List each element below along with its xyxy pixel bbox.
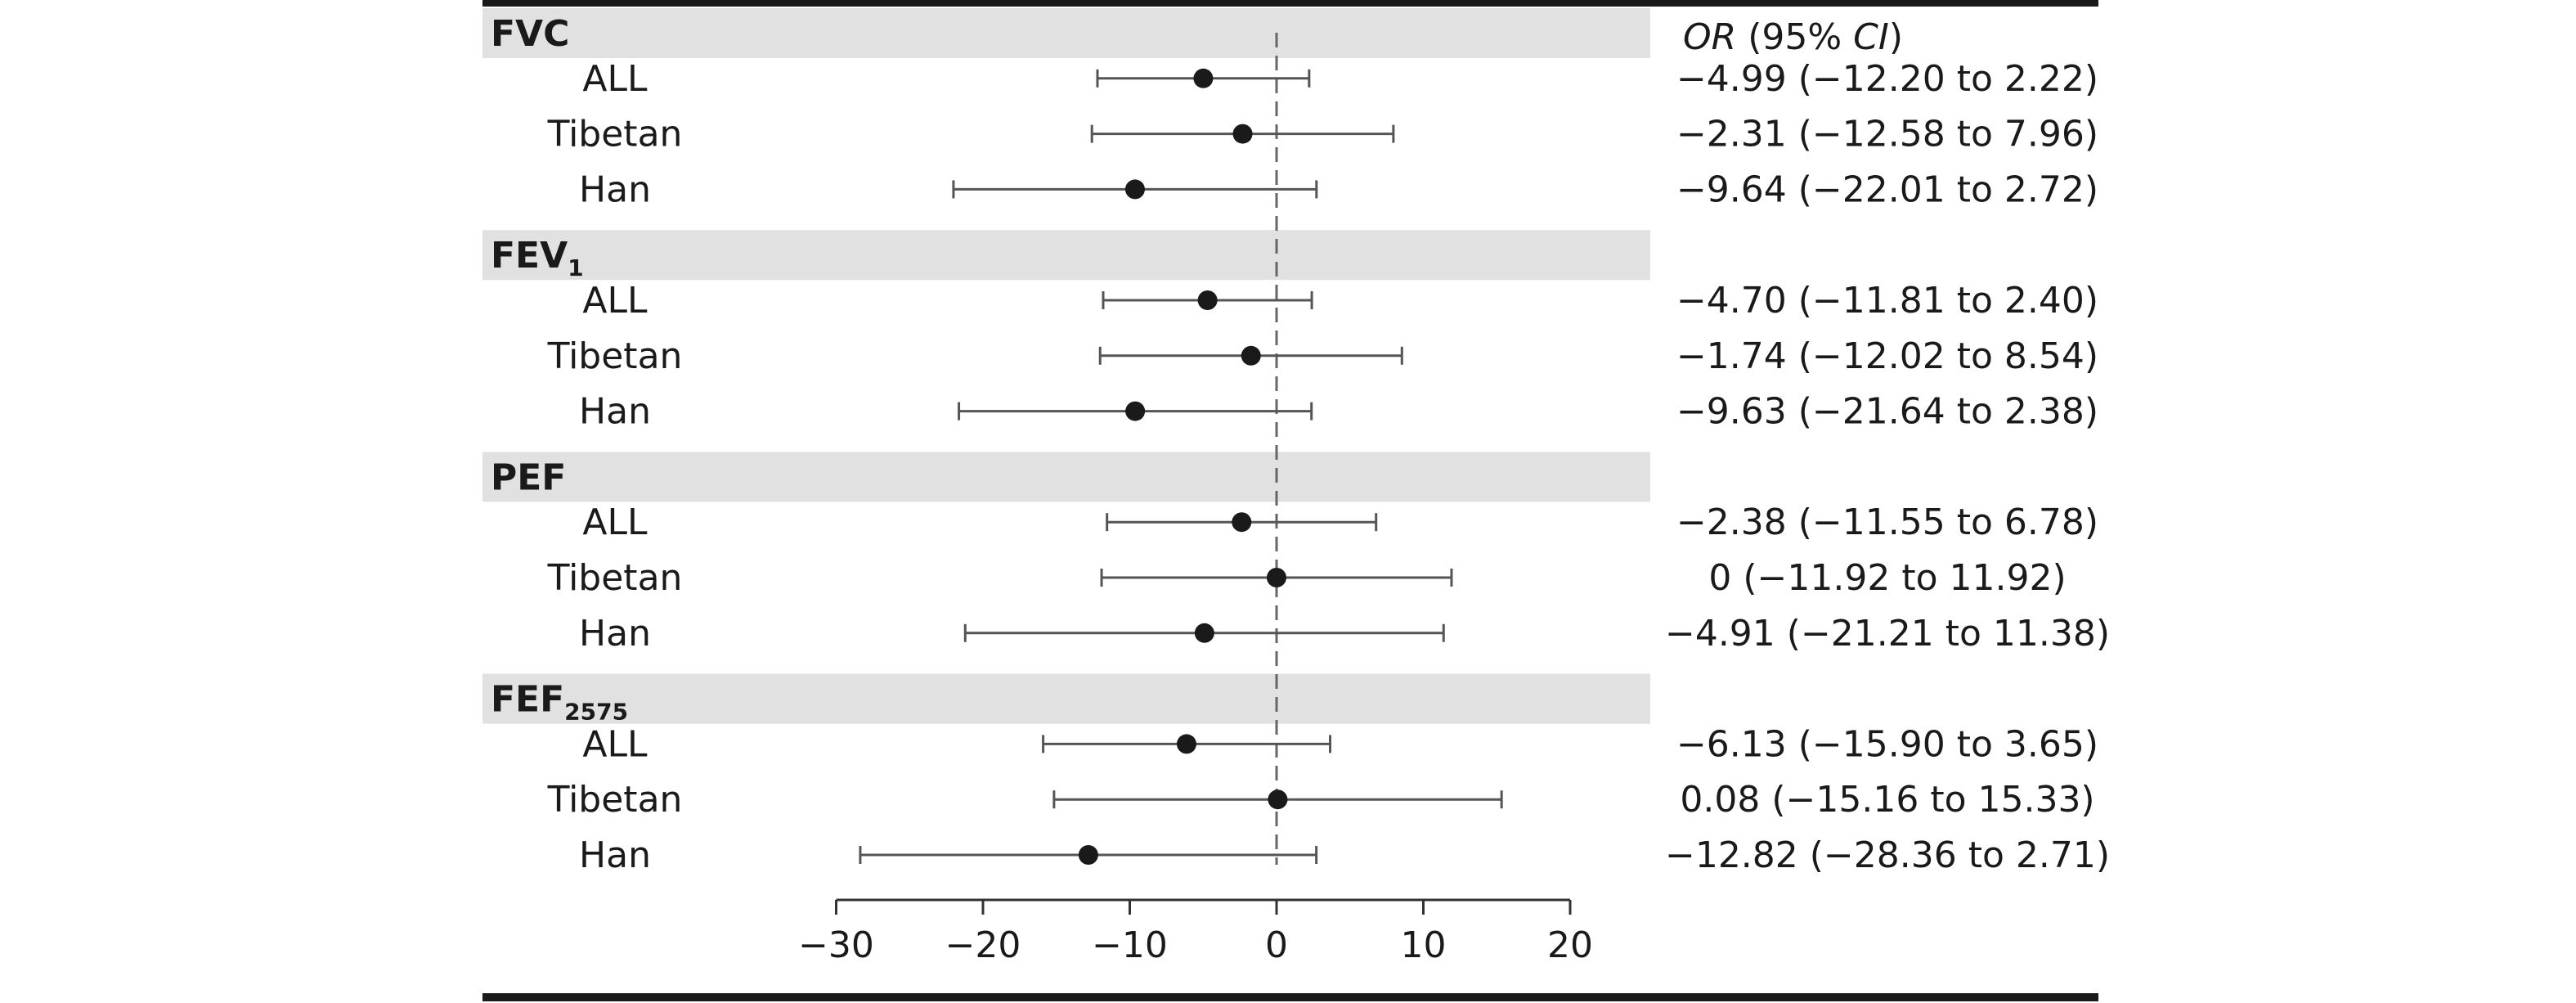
estimate-text: −4.91 (−21.21 to 11.38) — [1665, 613, 2110, 654]
row-label: Han — [579, 391, 651, 433]
group-subscript: 2575 — [564, 699, 628, 726]
row-label: ALL — [582, 58, 648, 100]
group-title: FVC — [491, 13, 569, 55]
row-label: ALL — [582, 723, 648, 765]
estimate-text: 0 (−11.92 to 11.92) — [1708, 557, 2066, 599]
row-label: Han — [579, 613, 651, 654]
row-label: Tibetan — [547, 335, 683, 377]
estimate-text: −6.13 (−15.90 to 3.65) — [1676, 723, 2098, 765]
group-band — [482, 673, 1650, 724]
header-italic: OR — [1683, 16, 1736, 58]
group-band — [482, 230, 1650, 281]
row-labels: FVCALLTibetanHanFEV1ALLTibetanHanPEFALLT… — [491, 13, 682, 876]
estimate-text: −1.74 (−12.02 to 8.54) — [1676, 335, 2098, 377]
group-header-bands — [482, 8, 1650, 724]
point-estimate — [1241, 345, 1261, 366]
point-estimates — [1078, 68, 1288, 865]
bottom-rule — [482, 993, 2098, 1001]
estimate-text: −2.31 (−12.58 to 7.96) — [1676, 114, 2098, 155]
column-header: OR (95% CI) — [1683, 16, 1903, 58]
group-name: FEF — [491, 679, 564, 721]
point-estimate — [1125, 401, 1146, 421]
x-tick-label: 10 — [1401, 924, 1447, 966]
header-text: ) — [1889, 16, 1903, 58]
row-label: Han — [579, 169, 651, 210]
group-name: FEV — [491, 235, 568, 277]
estimate-texts: −4.99 (−12.20 to 2.22) −2.31 (−12.58 to 7… — [1665, 58, 2110, 876]
group-name: FVC — [491, 13, 569, 55]
header-italic: CI — [1853, 16, 1889, 58]
point-estimate — [1078, 845, 1098, 865]
x-tick-label: −30 — [798, 924, 874, 966]
group-title: FEF2575 — [491, 679, 628, 726]
x-tick-label: 20 — [1547, 924, 1593, 966]
point-estimate — [1232, 124, 1253, 144]
point-estimate — [1267, 568, 1286, 587]
estimate-text: −9.64 (−22.01 to 2.72) — [1676, 169, 2098, 210]
row-label: Han — [579, 834, 651, 876]
row-label: Tibetan — [547, 779, 683, 821]
x-tick-label: 0 — [1265, 924, 1288, 966]
point-estimate — [1124, 179, 1145, 200]
row-label: ALL — [582, 280, 648, 322]
point-estimate — [1193, 68, 1214, 88]
estimate-text: −12.82 (−28.36 to 2.71) — [1665, 834, 2110, 876]
estimate-text: −9.63 (−21.64 to 2.38) — [1676, 391, 2098, 433]
group-band — [482, 452, 1650, 502]
estimate-text: −4.99 (−12.20 to 2.22) — [1676, 58, 2098, 100]
x-tick-label: −10 — [1092, 924, 1168, 966]
point-estimate — [1232, 512, 1252, 533]
group-subscript: 1 — [568, 254, 583, 281]
group-title: PEF — [491, 457, 566, 498]
row-label: ALL — [582, 502, 648, 543]
estimate-text: −2.38 (−11.55 to 6.78) — [1676, 502, 2098, 543]
x-tick-label: −20 — [945, 924, 1021, 966]
table-rules — [482, 0, 2098, 1001]
estimate-text: −4.70 (−11.81 to 2.40) — [1676, 280, 2098, 322]
group-band — [482, 8, 1650, 58]
point-estimate — [1194, 623, 1214, 643]
point-estimate — [1176, 734, 1196, 754]
point-estimate — [1197, 290, 1218, 310]
group-title: FEV1 — [491, 235, 584, 281]
row-label: Tibetan — [547, 114, 683, 155]
x-axis: −30 −20 −10 0 10 20 — [798, 898, 1593, 966]
estimate-text: 0.08 (−15.16 to 15.33) — [1680, 779, 2094, 821]
group-name: PEF — [491, 457, 566, 498]
point-estimate — [1268, 789, 1288, 810]
header-text: (95% — [1736, 16, 1853, 58]
top-rule — [482, 0, 2098, 7]
row-label: Tibetan — [547, 557, 683, 599]
